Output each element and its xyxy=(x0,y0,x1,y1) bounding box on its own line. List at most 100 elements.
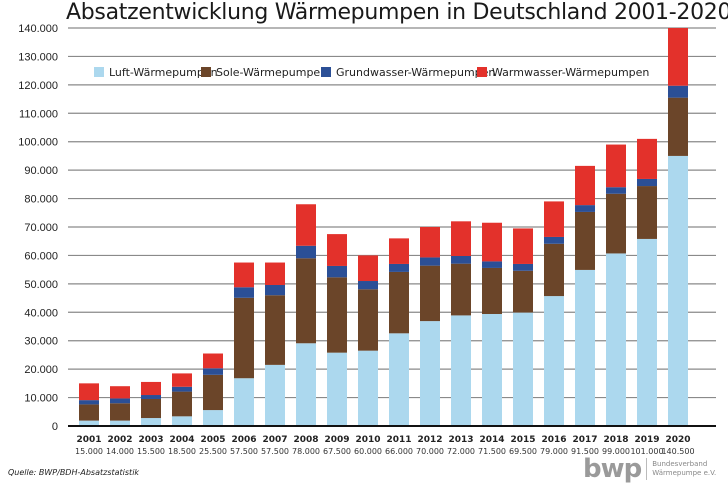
bar-segment-sole-w-rmepumpen-2006 xyxy=(234,297,254,379)
bar-segment-luft-w-rmepumpen-2014 xyxy=(482,313,502,426)
x-tick-label: 2009 xyxy=(324,435,349,445)
bar-segment-sole-w-rmepumpen-2005 xyxy=(203,374,223,411)
bar-segment-sole-w-rmepumpen-2009 xyxy=(327,277,347,353)
x-tick-label: 2013 xyxy=(448,435,473,445)
x-tick-label: 2007 xyxy=(262,435,287,445)
bar-segment-sole-w-rmepumpen-2019 xyxy=(637,186,657,239)
total-label: 140.500 xyxy=(661,447,694,456)
bar-segment-luft-w-rmepumpen-2006 xyxy=(234,378,254,426)
bar-segment-luft-w-rmepumpen-2017 xyxy=(575,269,595,426)
y-tick-label: 100.000 xyxy=(18,137,58,149)
total-label: 71.500 xyxy=(478,447,506,456)
bar-segment-grundwasser-w-rmepumpen-2012 xyxy=(420,257,440,266)
x-tick-label: 2010 xyxy=(355,435,380,445)
total-label: 18.500 xyxy=(168,447,196,456)
x-tick-label: 2014 xyxy=(479,435,504,445)
bar-segment-warmwasser-w-rmepumpen-2003 xyxy=(141,381,161,396)
x-tick-label: 2015 xyxy=(510,435,535,445)
bar-segment-luft-w-rmepumpen-2007 xyxy=(265,364,285,426)
bar-segment-luft-w-rmepumpen-2001 xyxy=(79,420,99,426)
legend-label: Sole-Wärmepumpen xyxy=(216,66,327,79)
bar-segment-luft-w-rmepumpen-2012 xyxy=(420,321,440,426)
bar-segment-warmwasser-w-rmepumpen-2004 xyxy=(172,373,192,387)
bar-segment-luft-w-rmepumpen-2005 xyxy=(203,410,223,426)
bar-segment-sole-w-rmepumpen-2011 xyxy=(389,271,409,334)
total-label: 101.000 xyxy=(630,447,663,456)
bar-segment-sole-w-rmepumpen-2010 xyxy=(358,289,378,351)
total-label: 57.500 xyxy=(261,447,289,456)
bar-segment-warmwasser-w-rmepumpen-2019 xyxy=(637,138,657,179)
total-label: 91.500 xyxy=(571,447,599,456)
x-tick-label: 2012 xyxy=(417,435,442,445)
bar-segment-sole-w-rmepumpen-2004 xyxy=(172,391,192,417)
bar-segment-sole-w-rmepumpen-2015 xyxy=(513,270,533,313)
bar-segment-warmwasser-w-rmepumpen-2008 xyxy=(296,204,316,246)
bar-segment-grundwasser-w-rmepumpen-2018 xyxy=(606,187,626,194)
bar-segment-warmwasser-w-rmepumpen-2007 xyxy=(265,262,285,285)
y-tick-label: 40.000 xyxy=(24,307,58,319)
bar-segment-grundwasser-w-rmepumpen-2003 xyxy=(141,395,161,399)
y-tick-label: 60.000 xyxy=(24,250,58,262)
total-label: 15.500 xyxy=(137,447,165,456)
bar-segment-sole-w-rmepumpen-2002 xyxy=(110,403,130,421)
bar-segment-grundwasser-w-rmepumpen-2017 xyxy=(575,205,595,212)
legend-label: Warmwasser-Wärmepumpen xyxy=(492,66,649,79)
legend-label: Grundwasser-Wärmepumpen xyxy=(336,66,495,79)
bar-segment-sole-w-rmepumpen-2018 xyxy=(606,193,626,254)
bar-segment-grundwasser-w-rmepumpen-2008 xyxy=(296,245,316,259)
y-tick-label: 20.000 xyxy=(24,364,58,376)
total-label: 14.000 xyxy=(106,447,134,456)
x-tick-label: 2003 xyxy=(138,435,163,445)
x-tick-label: 2008 xyxy=(293,435,318,445)
bar-segment-grundwasser-w-rmepumpen-2004 xyxy=(172,386,192,392)
logo-line1: Bundesverband xyxy=(652,460,708,468)
bar-segment-luft-w-rmepumpen-2020 xyxy=(668,155,688,426)
total-label: 79.000 xyxy=(540,447,568,456)
legend-swatch xyxy=(201,67,211,77)
bar-segment-luft-w-rmepumpen-2011 xyxy=(389,333,409,426)
bar-segment-sole-w-rmepumpen-2008 xyxy=(296,258,316,344)
y-tick-label: 110.000 xyxy=(19,108,58,120)
total-label: 72.000 xyxy=(447,447,475,456)
bar-segment-sole-w-rmepumpen-2016 xyxy=(544,243,564,297)
bar-segment-grundwasser-w-rmepumpen-2005 xyxy=(203,368,223,375)
bar-segment-grundwasser-w-rmepumpen-2011 xyxy=(389,263,409,272)
logo-mark: bwp xyxy=(583,454,642,484)
total-label: 67.500 xyxy=(323,447,351,456)
bar-segment-warmwasser-w-rmepumpen-2017 xyxy=(575,165,595,206)
bar-segment-luft-w-rmepumpen-2008 xyxy=(296,343,316,426)
bar-segment-luft-w-rmepumpen-2013 xyxy=(451,315,471,426)
bar-segment-warmwasser-w-rmepumpen-2001 xyxy=(79,383,99,401)
bar-segment-luft-w-rmepumpen-2015 xyxy=(513,312,533,426)
x-tick-label: 2004 xyxy=(169,435,194,445)
bar-segment-warmwasser-w-rmepumpen-2002 xyxy=(110,386,130,399)
y-tick-label: 10.000 xyxy=(24,393,58,405)
total-label: 99.000 xyxy=(602,447,630,456)
chart-title: Absatzentwicklung Wärmepumpen in Deutsch… xyxy=(66,0,728,25)
bar-segment-grundwasser-w-rmepumpen-2001 xyxy=(79,400,99,405)
bar-segment-luft-w-rmepumpen-2002 xyxy=(110,420,130,426)
legend-swatch xyxy=(477,67,487,77)
bar-segment-luft-w-rmepumpen-2019 xyxy=(637,238,657,426)
bar-segment-warmwasser-w-rmepumpen-2013 xyxy=(451,221,471,256)
logo-text: Bundesverband Wärmepumpe e.V. xyxy=(652,460,716,478)
x-tick-label: 2018 xyxy=(603,435,628,445)
bar-segment-grundwasser-w-rmepumpen-2013 xyxy=(451,255,471,264)
bar-segment-sole-w-rmepumpen-2001 xyxy=(79,404,99,421)
legend-label: Luft-Wärmepumpen xyxy=(109,66,218,79)
total-label: 15.000 xyxy=(75,447,103,456)
bar-segment-warmwasser-w-rmepumpen-2015 xyxy=(513,228,533,264)
bar-segment-warmwasser-w-rmepumpen-2018 xyxy=(606,144,626,188)
y-tick-label: 0 xyxy=(52,421,58,433)
legend-swatch xyxy=(321,67,331,77)
bar-segment-luft-w-rmepumpen-2016 xyxy=(544,296,564,426)
total-label: 69.500 xyxy=(509,447,537,456)
bar-segment-luft-w-rmepumpen-2010 xyxy=(358,350,378,426)
total-label: 60.000 xyxy=(354,447,382,456)
x-tick-label: 2011 xyxy=(386,435,411,445)
x-tick-label: 2019 xyxy=(634,435,659,445)
bar-segment-grundwasser-w-rmepumpen-2020 xyxy=(668,85,688,98)
total-label: 70.000 xyxy=(416,447,444,456)
y-tick-label: 90.000 xyxy=(24,165,58,177)
